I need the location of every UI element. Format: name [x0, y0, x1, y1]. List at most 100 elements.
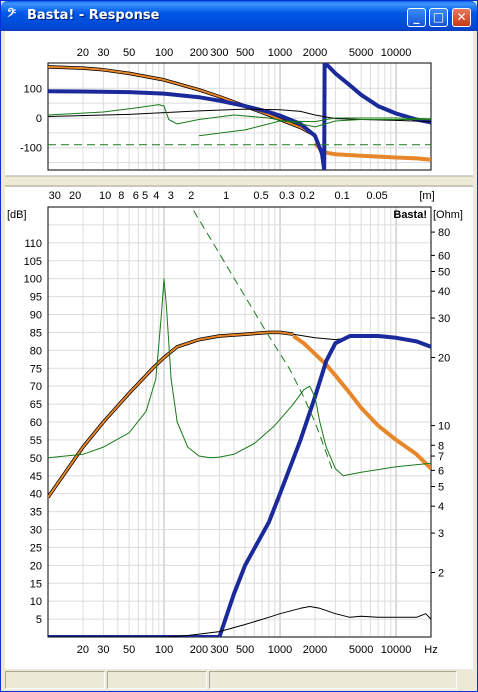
- upper-y-tick-label: 100: [24, 83, 42, 95]
- db-tick-label: 110: [24, 238, 42, 250]
- status-bar: [5, 671, 473, 689]
- status-pane-3: [209, 671, 457, 689]
- db-tick-label: 55: [30, 435, 42, 447]
- upper-x-tick-label: 20: [77, 47, 89, 59]
- db-tick-label: 5: [36, 614, 42, 626]
- lower-plot-frame: [47, 206, 432, 638]
- db-tick-label: 15: [30, 578, 42, 590]
- db-axis-label: [dB]: [7, 209, 27, 221]
- lower-series-line-0: [48, 330, 294, 499]
- lower-series-line-5: [48, 606, 431, 637]
- title-bar[interactable]: 𝄢 Basta! - Response _ □ ✕: [1, 1, 477, 31]
- db-tick-label: 45: [30, 471, 42, 483]
- lower-series-line-6: [48, 278, 431, 477]
- ohm-tick-label: 2: [438, 568, 444, 580]
- ohm-tick-label: 8: [438, 440, 444, 452]
- upper-series-line-3: [48, 89, 327, 170]
- ohm-tick-label: 20: [438, 353, 450, 365]
- ohm-tick-label: 5: [438, 482, 444, 494]
- ohm-axis-label: [Ohm]: [433, 209, 463, 221]
- ohm-tick-label: 30: [438, 313, 450, 325]
- upper-series-group: [48, 63, 431, 170]
- upper-series-line-7: [198, 117, 431, 137]
- hz-tick-label: 2000: [303, 644, 327, 656]
- db-tick-label: 75: [30, 363, 42, 375]
- lower-series-group: [48, 210, 431, 637]
- hz-tick-label: 20: [77, 644, 89, 656]
- ohm-tick-label: 60: [438, 250, 450, 262]
- upper-x-tick-label: 500: [236, 47, 254, 59]
- db-tick-label: 30: [30, 525, 42, 537]
- db-tick-label: 100: [24, 274, 42, 286]
- hz-tick-label: 500: [236, 644, 254, 656]
- minimize-button[interactable]: _: [407, 8, 426, 27]
- wavelength-tick-label: 5: [142, 190, 148, 202]
- upper-x-tick-label: 2000: [303, 47, 327, 59]
- status-pane-1: [5, 671, 105, 689]
- hz-tick-label: 5000: [349, 644, 373, 656]
- wavelength-tick-label: 20: [69, 190, 81, 202]
- db-tick-label: 80: [30, 345, 42, 357]
- splitter-bar[interactable]: [5, 176, 473, 187]
- hz-tick-label: 10000: [381, 644, 412, 656]
- ohm-tick-label: 50: [438, 267, 450, 279]
- upper-x-tick-label: 5000: [349, 47, 373, 59]
- db-tick-label: 65: [30, 399, 42, 411]
- upper-y-tick-label: -100: [20, 143, 42, 155]
- upper-plot-grid: [47, 63, 432, 170]
- upper-series-line-4: [322, 63, 431, 170]
- ohm-tick-label: 10: [438, 421, 450, 433]
- upper-x-tick-label: 10000: [381, 47, 412, 59]
- upper-series-line-2: [313, 141, 431, 162]
- db-tick-label: 35: [30, 507, 42, 519]
- wavelength-tick-label: 3: [168, 190, 174, 202]
- ohm-tick-label: 3: [438, 528, 444, 540]
- wavelength-tick-label: 0.3: [279, 190, 294, 202]
- lower-series-line-4: [48, 334, 431, 637]
- upper-x-tick-label: 1000: [268, 47, 292, 59]
- upper-x-tick-label: 200: [190, 47, 208, 59]
- wavelength-tick-label: 10: [99, 190, 111, 202]
- db-tick-label: 50: [30, 453, 42, 465]
- wavelength-tick-label: 8: [118, 190, 124, 202]
- hz-tick-label: 300: [210, 644, 228, 656]
- close-button[interactable]: ✕: [452, 8, 471, 27]
- upper-x-tick-label: 30: [97, 47, 109, 59]
- db-tick-label: 25: [30, 542, 42, 554]
- maximize-button[interactable]: □: [429, 8, 448, 27]
- upper-x-tick-label: 50: [123, 47, 135, 59]
- upper-x-tick-label: 100: [155, 47, 173, 59]
- upper-x-tick-label: 300: [210, 47, 228, 59]
- hz-tick-label: 200: [190, 644, 208, 656]
- wavelength-tick-label: 0.2: [300, 190, 315, 202]
- hz-tick-label: 100: [155, 644, 173, 656]
- ohm-tick-label: 40: [438, 286, 450, 298]
- wavelength-tick-label: 2: [188, 190, 194, 202]
- db-tick-label: 90: [30, 310, 42, 322]
- hz-tick-label: Hz: [424, 644, 437, 656]
- wavelength-tick-label: 4: [153, 190, 159, 202]
- upper-y-tick-label: 0: [36, 113, 42, 125]
- db-tick-label: 105: [24, 256, 42, 268]
- status-pane-2: [107, 671, 207, 689]
- wavelength-tick-label: 30: [49, 190, 61, 202]
- ohm-tick-label: 80: [438, 227, 450, 239]
- hz-tick-label: 30: [97, 644, 109, 656]
- ohm-tick-label: 6: [438, 465, 444, 477]
- lower-series-line-7: [193, 210, 333, 469]
- ohm-tick-label: 4: [438, 501, 444, 513]
- lower-series-line-2: [292, 334, 431, 471]
- lower-plot: [dB] [Ohm]Basta!5101520253035404550556065…: [7, 190, 463, 656]
- wavelength-tick-label: 0.1: [335, 190, 350, 202]
- bass-clef-icon: 𝄢: [7, 7, 17, 23]
- db-tick-label: 60: [30, 417, 42, 429]
- lower-series-line-1: [48, 331, 294, 498]
- upper-series-line-6: [48, 104, 431, 128]
- response-view: 100 0 -100 20 30 50 100 200 300 500 1000 2000 5000 10…: [5, 31, 473, 669]
- db-tick-label: 85: [30, 327, 42, 339]
- wavelength-tick-label: 6: [133, 190, 139, 202]
- wavelength-tick-label: 0.05: [366, 190, 387, 202]
